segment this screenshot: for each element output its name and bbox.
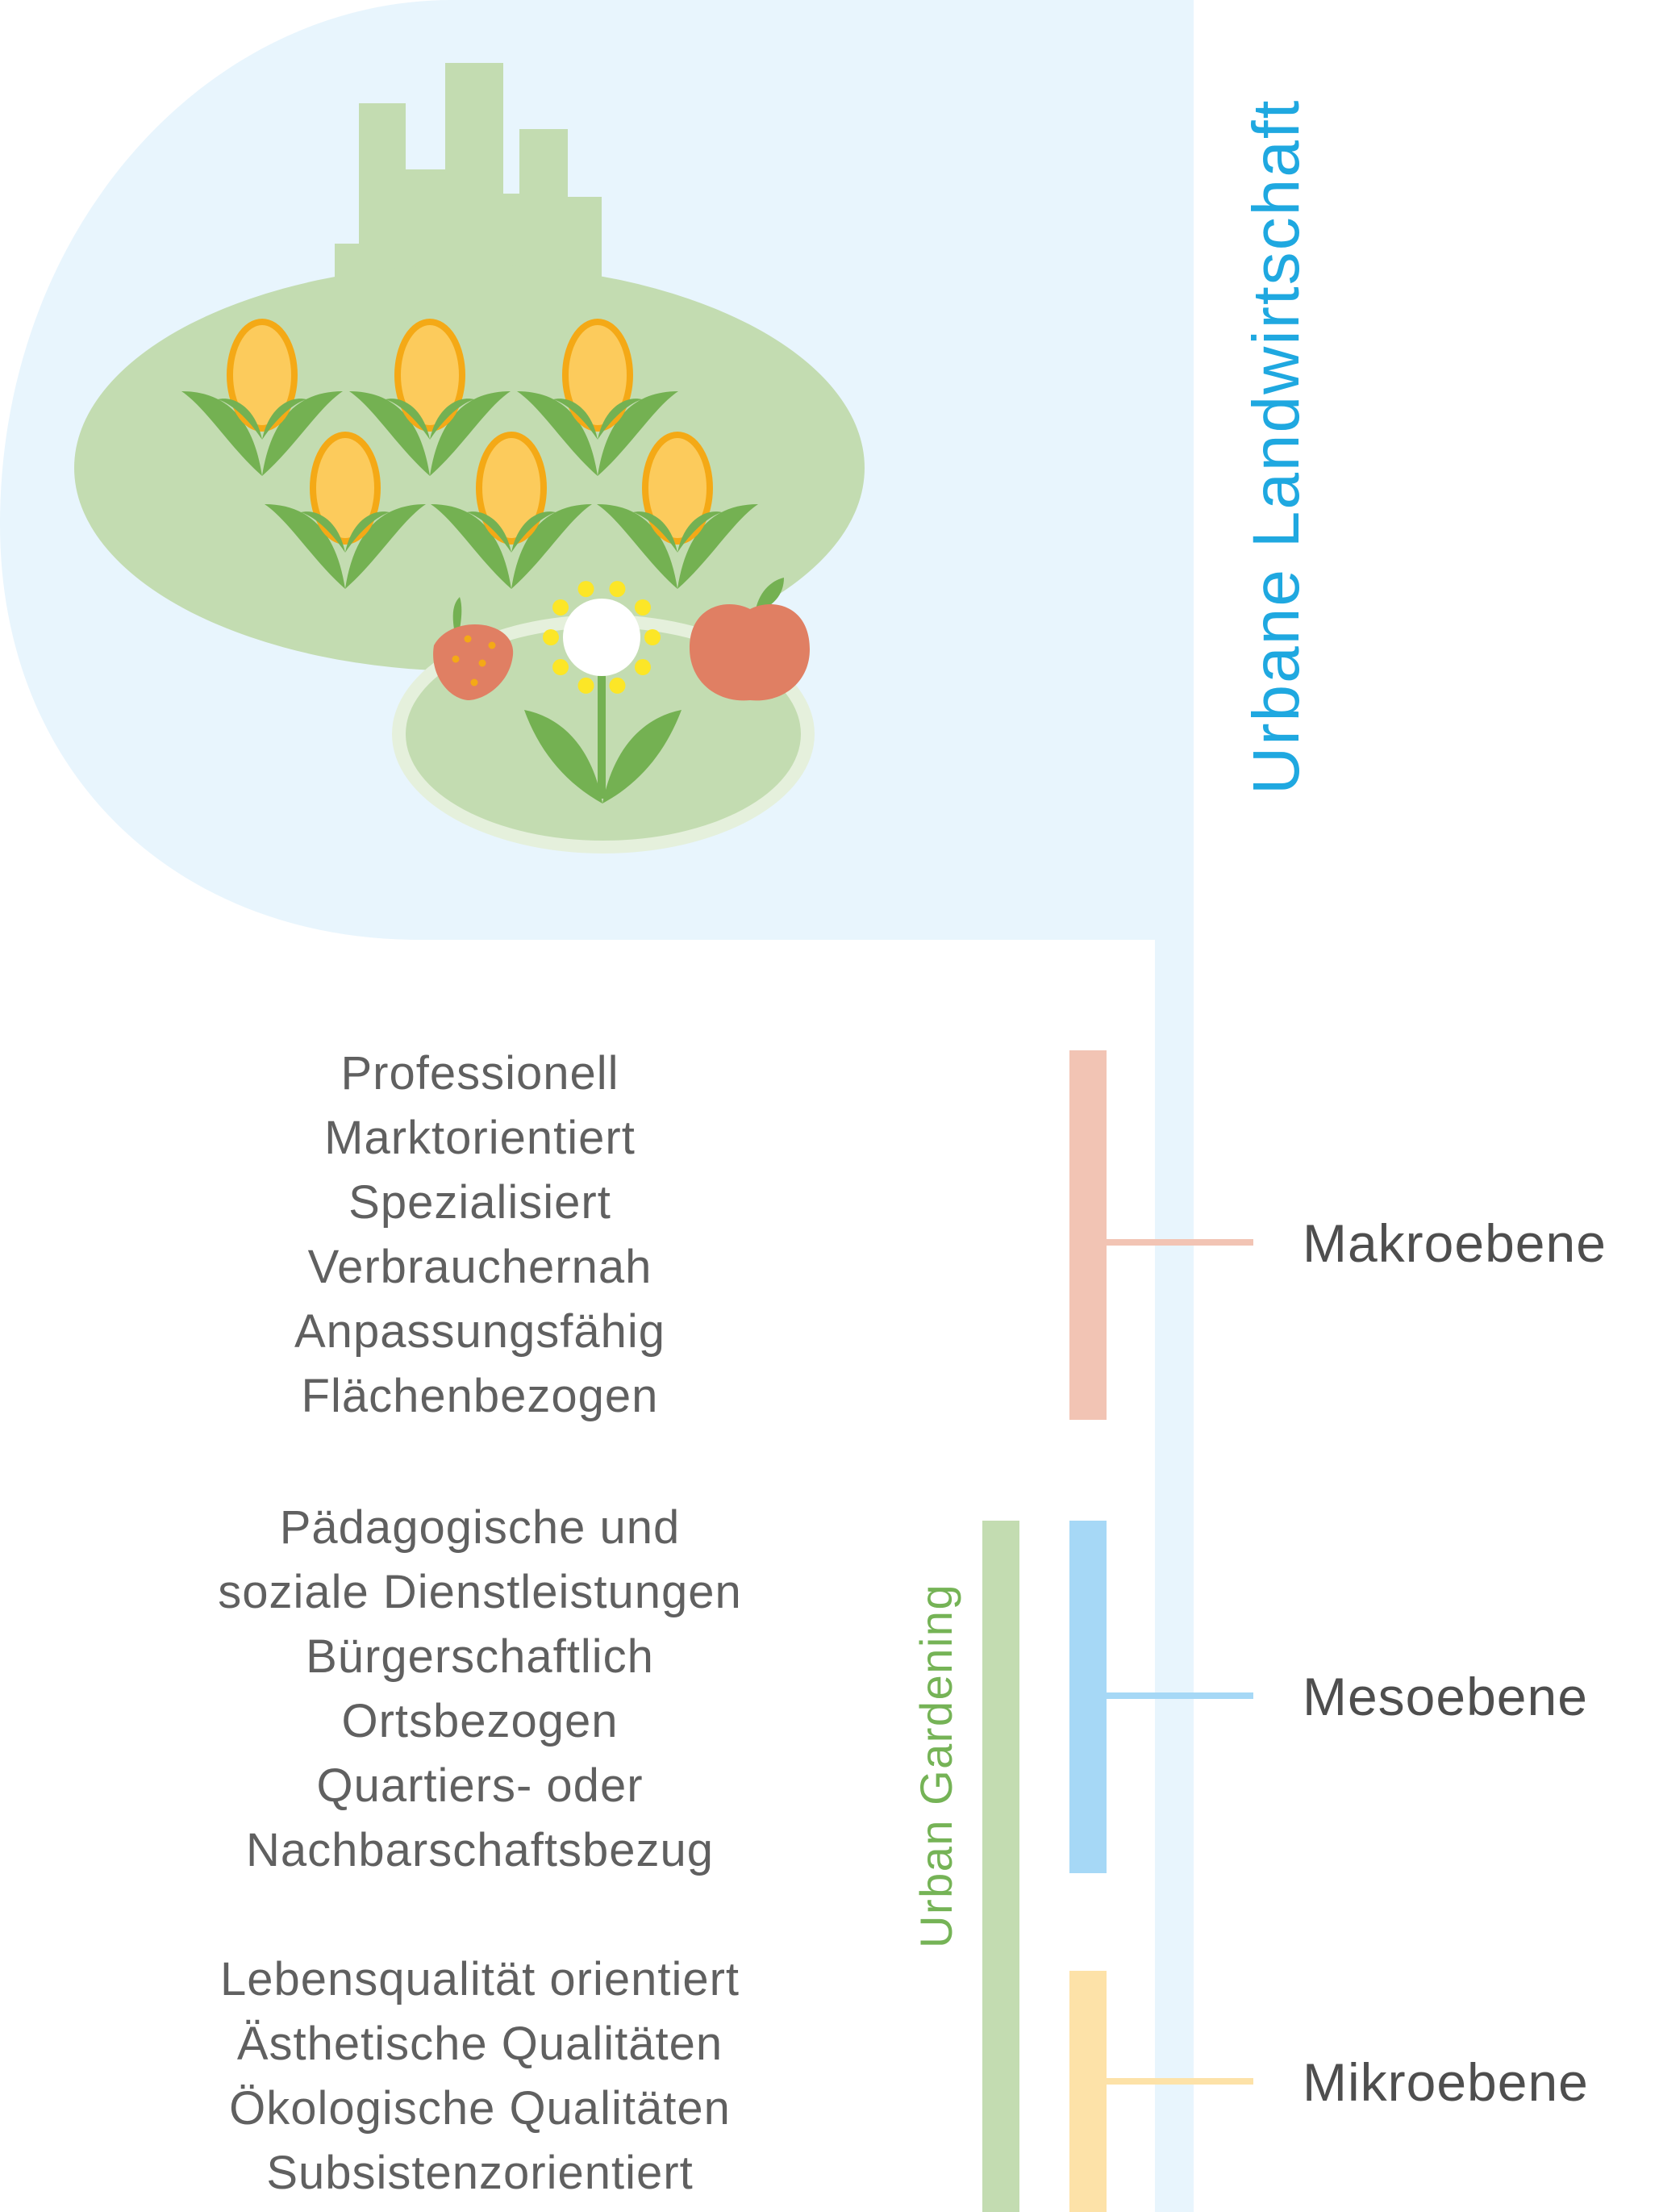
description-line: Bürgerschaftlich	[306, 1630, 654, 1683]
level-connector	[1107, 2078, 1253, 2085]
description-line: Ortsbezogen	[341, 1695, 618, 1747]
apple-icon	[689, 578, 810, 701]
level-labels: Makroebene Mesoebene Mikroebene	[1303, 1213, 1607, 2112]
level-bar	[1069, 1521, 1107, 1873]
illustration	[74, 63, 865, 853]
strawberry-icon	[433, 597, 514, 700]
corn-icon	[181, 319, 343, 476]
description-line: Marktorientiert	[324, 1112, 636, 1164]
level-connector	[1107, 1239, 1253, 1246]
main-title: Urbane Landwirtschaft	[1240, 99, 1313, 795]
description-line: Flächenbezogen	[302, 1370, 659, 1422]
description-line: Subsistenzorientiert	[266, 2147, 693, 2199]
level-descriptions: Professionell Marktorientiert Spezialisier…	[218, 1047, 741, 2199]
description-line: Nachbarschaftsbezug	[246, 1824, 714, 1876]
level-bar	[1069, 1971, 1107, 2212]
level-markers	[1069, 1050, 1253, 2212]
urban-gardening-bar	[982, 1521, 1019, 2212]
level-label: Mikroebene	[1303, 2052, 1589, 2112]
description-line: Ökologische Qualitäten	[229, 2082, 731, 2135]
description-line: Quartiers- oder	[316, 1759, 643, 1812]
level-label: Makroebene	[1303, 1213, 1607, 1273]
level-connector	[1107, 1692, 1253, 1699]
flower-icon	[524, 581, 682, 803]
description-line: Ästhetische Qualitäten	[237, 2018, 723, 2070]
corn-icon	[265, 432, 426, 589]
corn-icon	[517, 319, 678, 476]
corn-icon	[431, 432, 592, 589]
description-line: Verbrauchernah	[308, 1241, 652, 1293]
level-description: Pädagogische und soziale Dienstleistungen…	[218, 1501, 741, 1876]
corn-icon	[597, 432, 758, 589]
sub-title: Urban Gardening	[911, 1584, 961, 1948]
description-line: Spezialisiert	[348, 1176, 611, 1229]
description-line: Professionell	[340, 1047, 619, 1100]
description-line: Lebensqualität orientiert	[220, 1953, 740, 2005]
level-description: Professionell Marktorientiert Spezialisier…	[294, 1047, 665, 1422]
corn-field	[181, 319, 758, 589]
level-label: Mesoebene	[1303, 1667, 1588, 1726]
level-bar	[1069, 1050, 1107, 1420]
corn-icon	[349, 319, 511, 476]
description-line: Pädagogische und	[280, 1501, 681, 1554]
level-description: Lebensqualität orientiert Ästhetische Qua…	[220, 1953, 740, 2199]
description-line: Anpassungsfähig	[294, 1305, 665, 1358]
description-line: soziale Dienstleistungen	[218, 1566, 741, 1618]
